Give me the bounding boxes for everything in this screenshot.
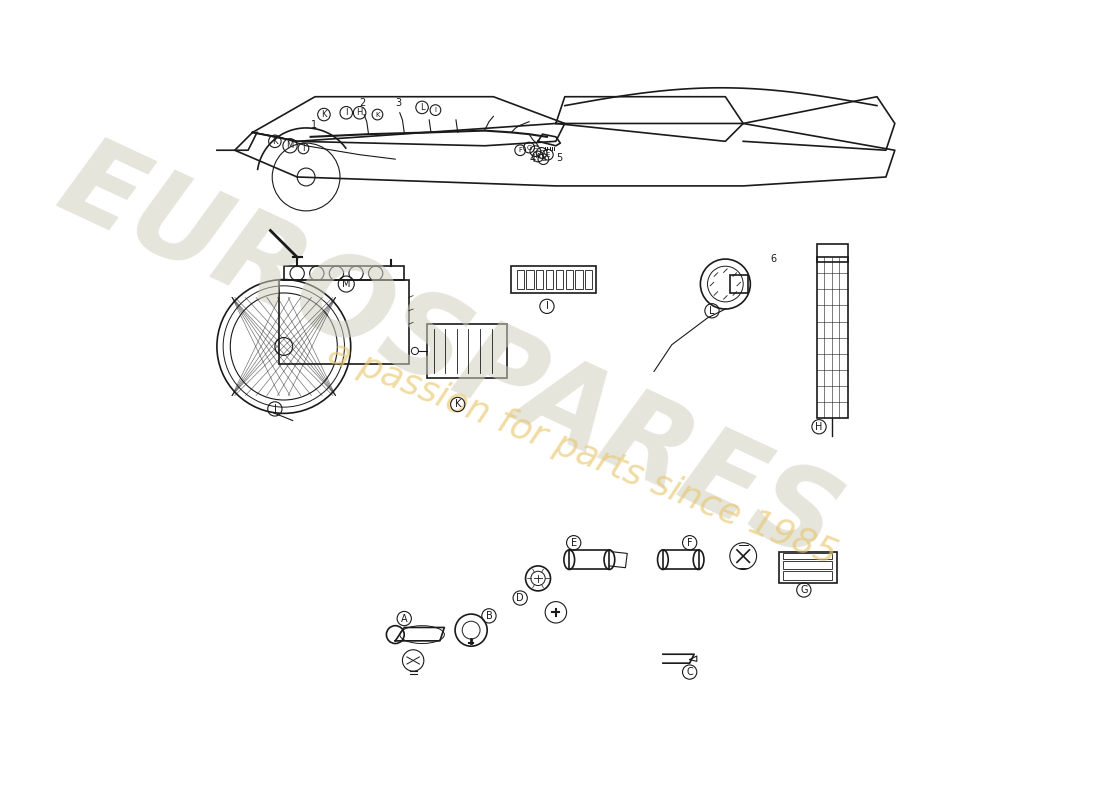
Text: L: L (420, 103, 425, 112)
Bar (569, 550, 609, 570)
Bar (517, 270, 524, 290)
Bar (729, 275, 748, 293)
Text: D: D (539, 150, 544, 156)
Text: E: E (546, 152, 550, 158)
Text: 6: 6 (770, 254, 777, 264)
Bar (527, 270, 534, 290)
Bar (565, 270, 573, 290)
Text: J: J (274, 404, 276, 414)
Text: A: A (536, 154, 540, 159)
Text: H: H (815, 422, 823, 432)
Text: K: K (454, 399, 461, 410)
Bar (512, 266, 596, 293)
Text: F: F (518, 147, 522, 154)
Bar (779, 552, 837, 583)
Text: L: L (710, 306, 715, 316)
Text: I: I (345, 108, 348, 118)
Bar (783, 554, 833, 558)
Bar (546, 270, 553, 290)
Text: D: D (516, 593, 524, 603)
Text: M: M (342, 279, 351, 289)
Text: I: I (302, 144, 305, 153)
Text: K: K (375, 111, 379, 118)
Bar (575, 270, 583, 290)
Text: H: H (356, 108, 363, 118)
Bar (427, 324, 507, 378)
Text: M: M (286, 142, 294, 150)
Bar (663, 550, 698, 570)
Text: B: B (485, 611, 493, 621)
Bar (817, 244, 848, 262)
Text: I: I (434, 107, 437, 113)
Text: 2: 2 (360, 98, 366, 108)
Text: F: F (686, 538, 693, 548)
Text: C: C (686, 667, 693, 677)
Text: E: E (571, 538, 576, 548)
Bar (585, 270, 593, 290)
Text: G: G (527, 145, 531, 150)
Bar (783, 571, 833, 580)
Text: 1: 1 (310, 120, 317, 130)
Text: K: K (321, 110, 327, 119)
Bar (279, 279, 409, 364)
Text: A: A (400, 614, 407, 623)
Text: 5: 5 (556, 153, 562, 163)
Text: I: I (546, 302, 549, 311)
Text: B: B (541, 156, 546, 162)
Text: C: C (534, 148, 538, 154)
Bar (783, 561, 833, 570)
Text: K: K (272, 137, 277, 146)
Text: 3: 3 (395, 98, 402, 108)
Text: G: G (800, 585, 807, 595)
Text: a passion for parts since 1985: a passion for parts since 1985 (323, 335, 843, 571)
Bar (817, 258, 848, 418)
Bar (536, 270, 543, 290)
Text: 4: 4 (529, 154, 536, 164)
Bar (284, 266, 404, 279)
Text: EUROSPARES: EUROSPARES (43, 126, 856, 584)
Bar (556, 270, 563, 290)
